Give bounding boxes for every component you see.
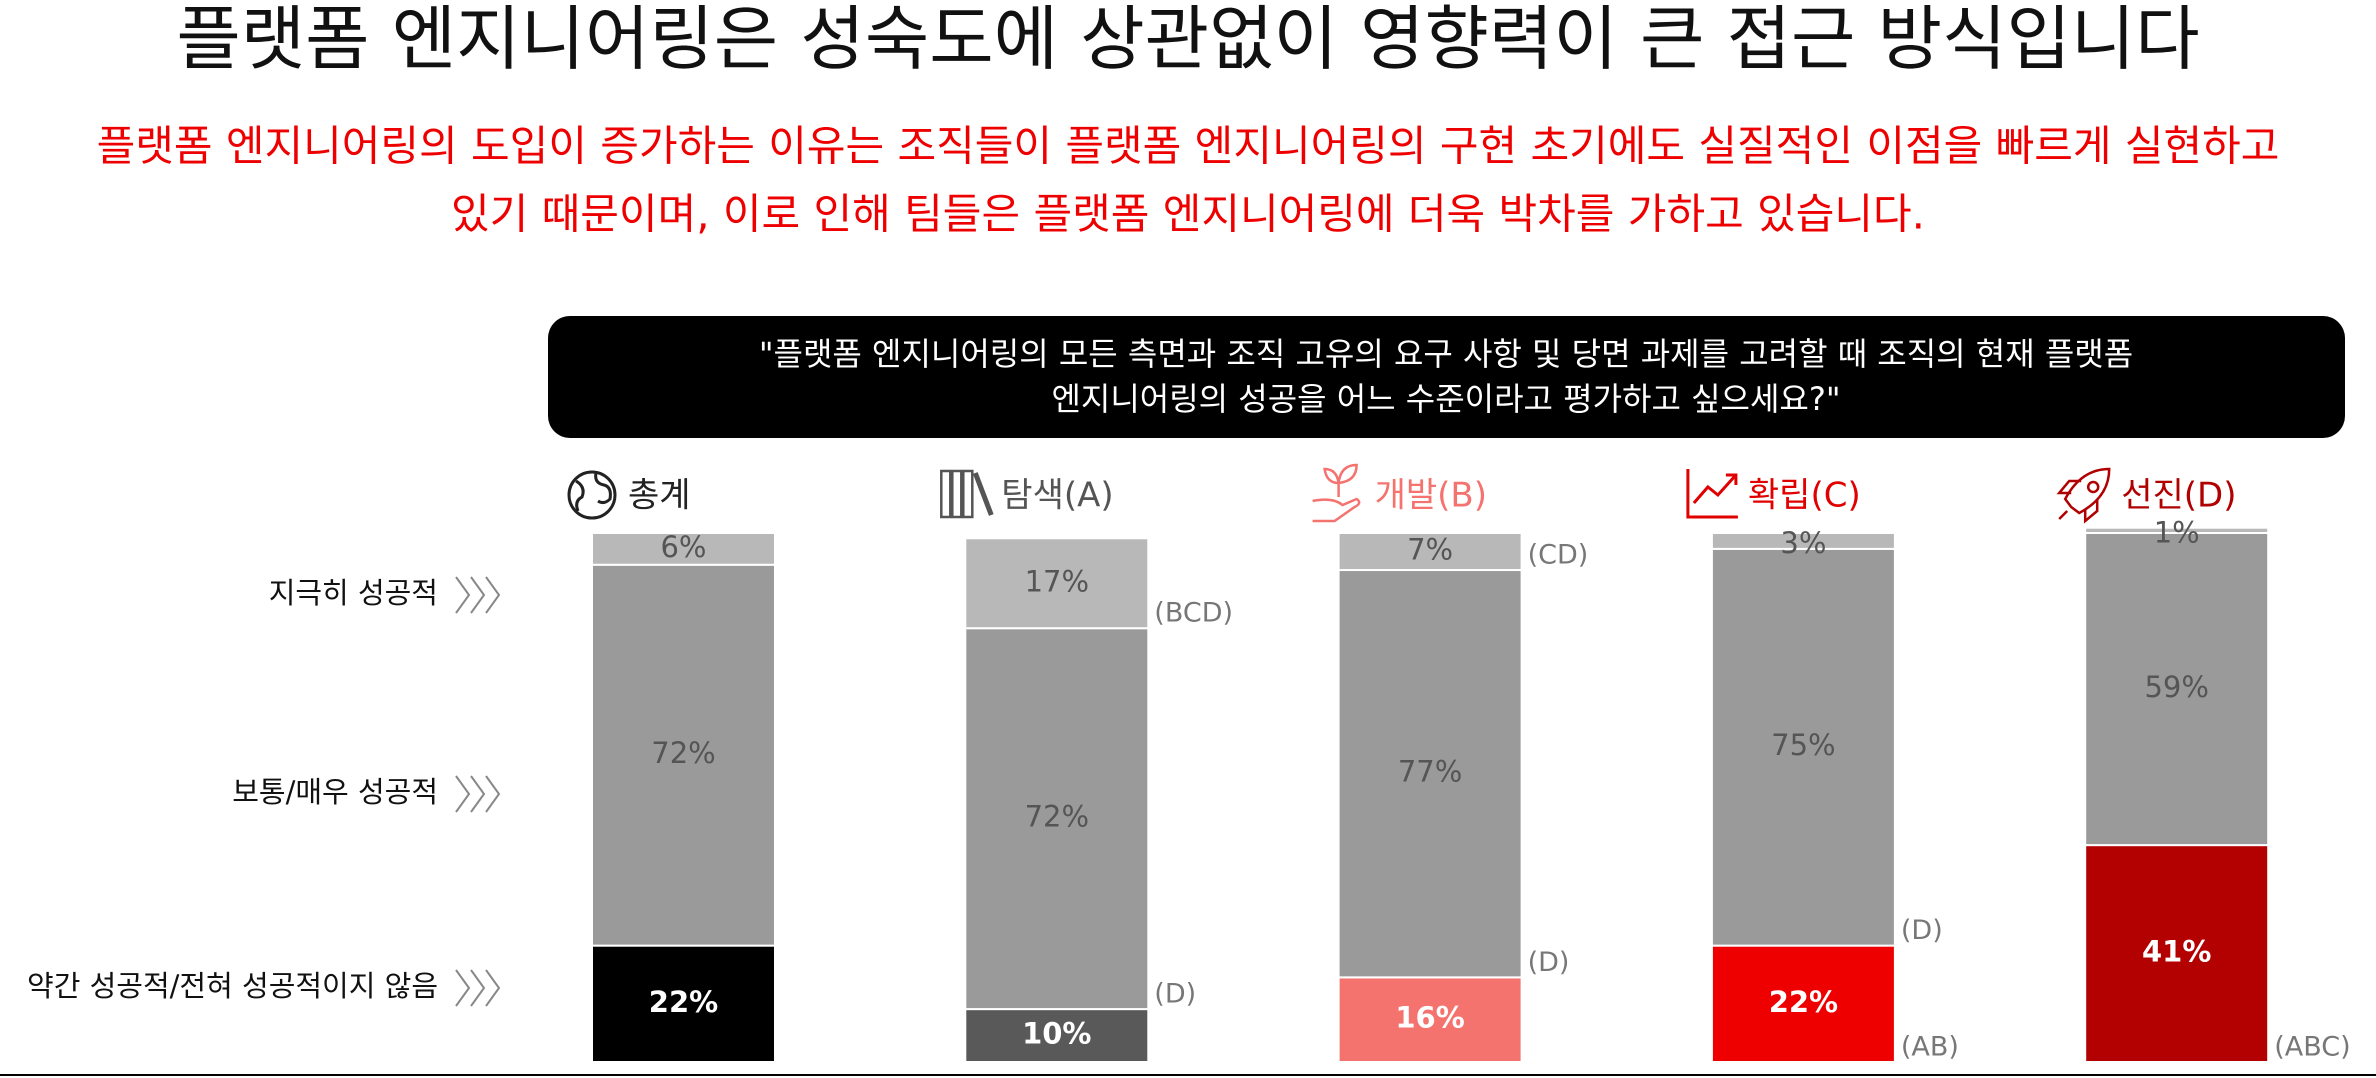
bar-segment bbox=[964, 537, 1150, 630]
significance-label: (BCD) bbox=[1154, 598, 1233, 629]
significance-label: (ABC) bbox=[2274, 1032, 2350, 1063]
icon bbox=[962, 469, 974, 519]
value-label: 17% bbox=[1025, 564, 1089, 598]
bar-segment bbox=[964, 1008, 1150, 1063]
value-label: 72% bbox=[1025, 800, 1089, 834]
value-label: 3% bbox=[1780, 526, 1826, 560]
value-label: 77% bbox=[1398, 755, 1462, 789]
bar-segment bbox=[1337, 532, 1523, 572]
chevron bbox=[455, 969, 471, 1007]
bar-segment bbox=[2084, 526, 2270, 535]
value-label: 22% bbox=[649, 985, 718, 1019]
value-label: 6% bbox=[660, 530, 706, 564]
bar-segment bbox=[1337, 569, 1523, 979]
legend-label: 약간 성공적/전혀 성공적이지 않음 bbox=[27, 969, 438, 1003]
bar-segment bbox=[591, 944, 776, 1063]
icon bbox=[2056, 467, 2111, 524]
value-label: 22% bbox=[1769, 985, 1838, 1019]
significance-label: (D) bbox=[1901, 915, 1943, 946]
significance-label: (D) bbox=[1154, 979, 1196, 1010]
bar-segment bbox=[1337, 976, 1523, 1063]
bar-segment bbox=[591, 563, 776, 947]
legend-label: 지극히 성공적 bbox=[269, 576, 438, 610]
category-label: 총계 bbox=[628, 476, 691, 516]
category-label: 개발(B) bbox=[1375, 476, 1487, 516]
bar-segment bbox=[1710, 944, 1896, 1063]
category-label: 확립(C) bbox=[1748, 476, 1861, 516]
bar-segment bbox=[2084, 844, 2270, 1063]
subtitle: 있기 때문이며, 이로 인해 팀들은 플랫폼 엔지니어링에 더욱 박차를 가하고… bbox=[451, 190, 1925, 239]
value-label: 1% bbox=[2154, 515, 2200, 549]
bar-segment bbox=[1710, 532, 1896, 550]
chevron bbox=[485, 576, 501, 614]
chevron bbox=[470, 576, 486, 614]
icon bbox=[575, 472, 612, 512]
icon bbox=[2086, 480, 2100, 494]
chevron bbox=[485, 969, 501, 1007]
chevron bbox=[470, 775, 486, 813]
significance-label: (D) bbox=[1528, 947, 1570, 978]
bar-segment bbox=[591, 532, 776, 566]
chevron bbox=[485, 775, 501, 813]
significance-label: (AB) bbox=[1901, 1032, 1959, 1063]
icon bbox=[1312, 463, 1361, 523]
icon bbox=[940, 469, 952, 519]
value-label: 59% bbox=[2144, 670, 2208, 704]
icon bbox=[1686, 469, 1738, 519]
question: "플랫폼 엔지니어링의 모든 측면과 조직 고유의 요구 사항 및 당면 과제를… bbox=[759, 335, 2133, 373]
legend-label: 보통/매우 성공적 bbox=[232, 775, 438, 809]
value-label: 41% bbox=[2142, 935, 2211, 969]
question: 엔지니어링의 성공을 어느 수준이라고 평가하고 싶으세요?" bbox=[1051, 380, 1840, 418]
bar-segment bbox=[2084, 532, 2270, 847]
icon bbox=[567, 470, 617, 520]
title: 플랫폼 엔지니어링은 성숙도에 상관없이 영향력이 큰 접근 방식입니다 bbox=[176, 0, 2199, 80]
chevron bbox=[455, 576, 471, 614]
icon bbox=[951, 469, 963, 519]
icon bbox=[972, 472, 994, 516]
bar-segment bbox=[1710, 547, 1896, 947]
value-label: 7% bbox=[1407, 533, 1453, 567]
value-label: 75% bbox=[1771, 728, 1835, 762]
value-label: 16% bbox=[1395, 1001, 1464, 1035]
significance-label: (CD) bbox=[1528, 540, 1589, 571]
question-box bbox=[548, 316, 2345, 438]
category-label: 선진(D) bbox=[2121, 476, 2236, 516]
value-label: 10% bbox=[1022, 1017, 1091, 1051]
value-label: 72% bbox=[651, 736, 715, 770]
chevron bbox=[455, 775, 471, 813]
subtitle: 플랫폼 엔지니어링의 도입이 증가하는 이유는 조직들이 플랫폼 엔지니어링의 … bbox=[97, 122, 2280, 171]
chevron bbox=[470, 969, 486, 1007]
bar-segment bbox=[964, 627, 1150, 1011]
category-label: 탐색(A) bbox=[1001, 476, 1113, 516]
